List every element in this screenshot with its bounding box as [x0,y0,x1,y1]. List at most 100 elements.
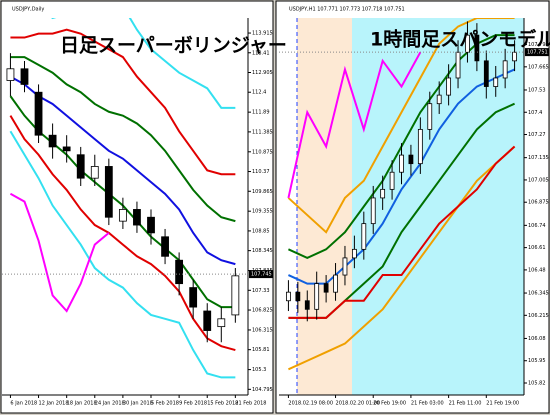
y-tick-label: 107.005 [528,177,549,183]
x-tick-label: 2018.02.20 01:00 [336,401,381,407]
band-line [9,115,236,352]
y-tick-label: 108.85 [252,228,270,234]
candle-body [408,154,414,165]
candle-body [104,166,113,218]
candle-body [323,283,329,293]
x-tick-label: 12 Jan 2018 [39,401,69,407]
y-tick-label: 109.355 [252,209,273,215]
candle-body [189,287,198,308]
candle-body [48,134,57,148]
y-tick-label: 107.4 [528,110,542,116]
y-tick-label: 107.53 [528,87,546,93]
y-tick-label: 111.385 [252,129,273,135]
candle-body [76,154,85,179]
y-tick-label: 108.345 [252,248,273,254]
right-axes: USDJPY,H1 107.771 107.773 107.718 107.75… [279,7,550,407]
candle-body [417,128,423,165]
x-tick-label: 21 Feb 19:00 [486,401,519,407]
y-tick-label: 110.37 [252,169,270,175]
x-tick-label: 21 Feb 11:00 [449,401,482,407]
x-tick-label: 6 Jan 2018 [10,401,37,407]
last-price-label: 107.745 [251,272,272,278]
chart-title: USDJPY,H1 107.771 107.773 107.718 107.75… [289,7,405,13]
x-tick-label: 15 Feb 2018 [207,401,238,407]
x-tick-label: 24 Jan 2018 [95,401,125,407]
x-tick-label: 5 Feb 2018 [151,401,179,407]
y-tick-label: 112.4 [252,90,266,96]
candle-body [62,146,71,152]
y-tick-label: 107.27 [528,132,546,138]
y-tick-label: 107.795 [528,42,549,48]
y-tick-label: 104.795 [252,387,273,393]
candle-body [175,259,184,285]
candle-body [118,209,127,222]
candle-body [161,236,169,257]
candle-body [483,60,489,87]
candle-body [147,216,155,234]
x-tick-label: 2018.02.19 08:00 [288,401,333,407]
y-tick-label: 106.825 [252,308,273,314]
candle-body [203,310,212,331]
y-tick-label: 106.215 [528,313,549,319]
band-line [10,56,236,223]
y-tick-label: 106.61 [528,245,546,251]
candle-body [427,103,433,130]
candle-body [286,291,291,302]
y-tick-label: 110.875 [252,149,273,155]
candle-body [474,34,480,62]
x-tick-label: 20 Feb 19:00 [373,401,406,407]
y-tick-label: 111.89 [252,110,270,116]
y-tick-label: 107.665 [528,64,549,70]
y-tick-label: 107.135 [528,155,549,161]
candle-body [133,209,141,226]
candle-body [90,166,99,179]
y-tick-label: 105.82 [528,381,546,387]
candle-body [333,274,338,293]
candle-body [351,248,357,259]
y-tick-label: 109.865 [252,189,273,195]
y-tick-label: 105.95 [528,358,546,364]
candle-body [6,68,15,81]
y-tick-label: 113.41 [252,50,270,56]
left-plot [2,18,248,379]
band-line [287,18,515,234]
band-line [51,18,236,109]
candle-body [304,300,310,310]
y-tick-label: 106.74 [528,223,546,229]
band-line [10,28,236,176]
candle-body [436,94,442,105]
candle-body [389,171,395,190]
y-tick-label: 106.48 [528,267,546,273]
x-tick-label: 18 Jan 2018 [67,401,97,407]
right-plot [279,18,524,371]
candle-body [217,318,226,328]
band-line [9,130,236,379]
band-line [9,75,236,266]
candle-body [380,188,386,199]
candle-body [20,68,29,85]
candle-body [361,223,367,250]
chart-title: USDJPY,Daily [12,7,44,13]
y-tick-label: 106.875 [528,200,549,206]
x-tick-label: 9 Feb 2018 [179,401,207,407]
band-line [287,51,422,199]
annotation: 日足スーパーボリンジャー [60,35,287,57]
candle-body [502,60,508,79]
candle-body [399,154,404,173]
y-tick-label: 106.315 [252,327,273,333]
last-price-box [249,270,273,279]
left-axes: USDJPY,Daily 113.915 113.41 112.905 112.4 111… [2,7,287,407]
y-tick-label: 112.905 [252,70,273,76]
y-tick-label: 113.915 [252,31,273,37]
candle-body [231,275,240,316]
candle-body [446,77,452,96]
band-line [288,145,516,371]
y-tick-label: 105.81 [252,347,270,353]
x-tick-label: 30 Jan 2018 [123,401,153,407]
last-price-label: 107.751 [527,50,548,56]
x-tick-label: 21 Feb 03:00 [411,401,444,407]
candle-body [455,51,461,79]
x-tick-label: 21 Feb 2018 [235,401,266,407]
candle-body [295,291,301,302]
